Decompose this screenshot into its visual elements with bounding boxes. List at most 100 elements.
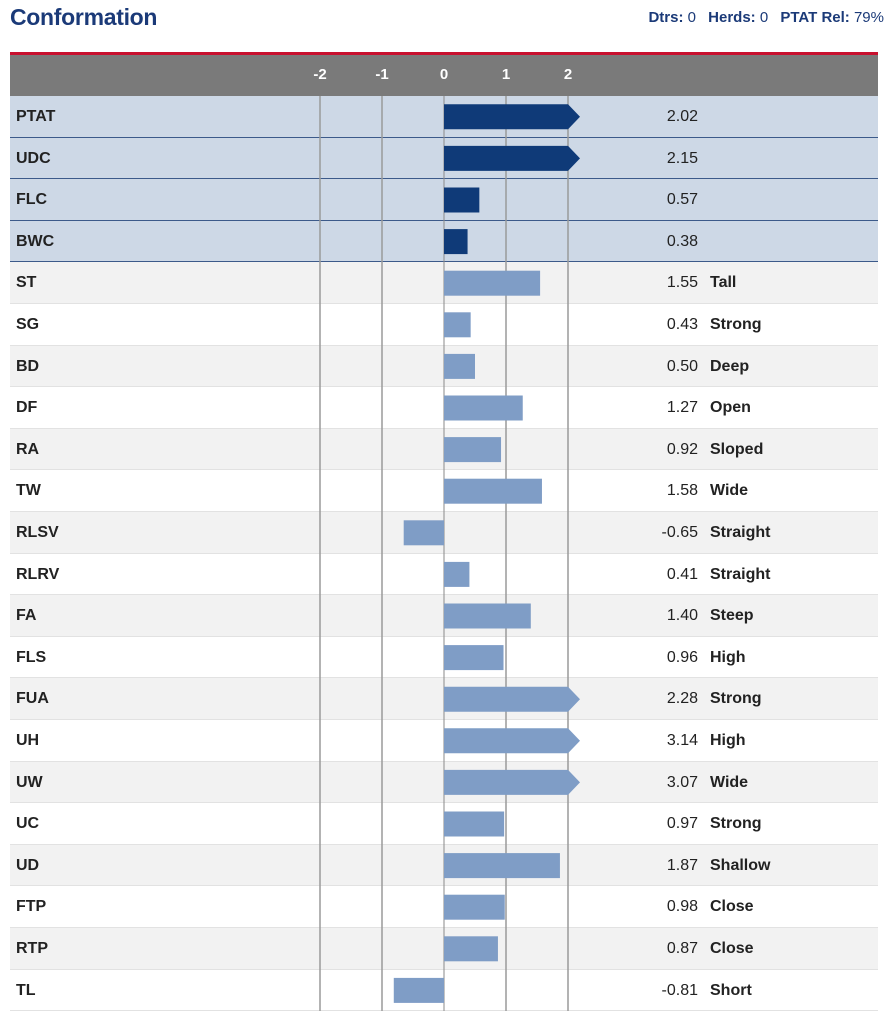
trait-descriptor: Close <box>710 940 754 957</box>
trait-value-label: 1.40 <box>666 607 698 625</box>
trait-value-label: 0.96 <box>666 648 698 666</box>
page-title: Conformation <box>10 4 158 30</box>
trait-row-df: DF 1.27 Open <box>10 387 878 429</box>
trait-descriptor: Steep <box>710 607 754 625</box>
trait-descriptor: Wide <box>710 482 749 500</box>
trait-value-label: 1.27 <box>666 399 698 417</box>
trait-label: UW <box>16 773 43 791</box>
trait-value-label: 1.55 <box>666 274 698 292</box>
ptat-rel-value: 79% <box>853 9 884 26</box>
trait-row-ftp: FTP 0.98 Close <box>10 886 878 928</box>
trait-label: FTP <box>16 898 47 916</box>
trait-label: UH <box>16 732 40 749</box>
dtrs-value: 0 <box>687 9 696 26</box>
trait-row-st: ST 1.55 Tall <box>10 262 878 304</box>
trait-label: RLSV <box>16 524 59 541</box>
trait-row-flc: FLC 0.57 <box>10 179 878 221</box>
trait-label: SG <box>16 316 40 333</box>
trait-label: PTAT <box>16 108 56 125</box>
accent-divider <box>10 52 878 55</box>
trait-label: TW <box>16 482 41 500</box>
trait-row-tw: TW 1.58 Wide <box>10 470 878 512</box>
trait-row-rtp: RTP 0.87 Close <box>10 928 878 970</box>
stats-summary: Dtrs: 0 Herds: 0 PTAT Rel: 79% <box>648 9 884 26</box>
trait-descriptor: Sloped <box>710 440 764 458</box>
trait-descriptor: Wide <box>710 773 749 791</box>
trait-row-ptat: PTAT 2.02 <box>10 96 878 138</box>
trait-value-label: 0.92 <box>666 440 698 458</box>
trait-descriptor: Shallow <box>710 856 771 874</box>
trait-row-ud: UD 1.87 Shallow <box>10 844 878 887</box>
trait-row-sg: SG 0.43 Strong <box>10 304 878 346</box>
trait-label: TL <box>16 981 36 999</box>
trait-descriptor: Strong <box>710 815 762 833</box>
trait-row-uh: UH 3.14 High <box>10 720 878 762</box>
trait-descriptor: High <box>710 732 746 749</box>
axis-tick-label: 1 <box>501 66 511 83</box>
trait-value-label: 0.97 <box>666 815 698 833</box>
trait-row-fua: FUA 2.28 Strong <box>10 678 878 720</box>
trait-value-label: 2.15 <box>666 149 698 167</box>
trait-label: FLC <box>16 191 48 209</box>
trait-value-label: 0.50 <box>666 357 698 375</box>
trait-row-rlrv: RLRV 0.41 Straight <box>10 553 878 596</box>
trait-label: BWC <box>16 232 55 250</box>
trait-label: UDC <box>16 149 51 167</box>
trait-label: FA <box>16 607 37 625</box>
trait-descriptor: Open <box>710 399 751 417</box>
trait-value-label: 2.02 <box>666 108 698 125</box>
trait-value-label: 0.38 <box>666 232 698 250</box>
ptat-rel-label: PTAT Rel: <box>780 9 850 26</box>
trait-row-bd: BD 0.50 Deep <box>10 345 878 388</box>
trait-value-label: -0.65 <box>661 524 698 541</box>
trait-descriptor: Straight <box>710 524 771 541</box>
trait-row-bwc: BWC 0.38 <box>10 220 878 263</box>
trait-descriptor: Tall <box>710 274 737 292</box>
trait-descriptor: High <box>710 648 746 666</box>
axis-tick-label: 0 <box>439 66 449 83</box>
trait-label: RA <box>16 440 40 458</box>
trait-label: ST <box>16 274 37 292</box>
axis-tick-label: 2 <box>563 66 573 83</box>
trait-label: DF <box>16 399 38 417</box>
axis-tick-label: -1 <box>375 66 389 83</box>
axis-tick-label: -2 <box>313 66 327 83</box>
trait-descriptor: Strong <box>710 690 762 708</box>
trait-descriptor: Strong <box>710 316 762 333</box>
trait-value-label: 0.41 <box>666 565 698 583</box>
trait-descriptor: Straight <box>710 565 771 583</box>
header: Conformation Dtrs: 0 Herds: 0 PTAT Rel: … <box>0 0 888 52</box>
axis-header: -2 -1 0 1 2 <box>10 55 878 96</box>
trait-label: UD <box>16 856 40 874</box>
dtrs-label: Dtrs: <box>648 9 684 26</box>
trait-value-label: 3.07 <box>666 773 698 791</box>
trait-row-tl: TL -0.81 Short <box>10 969 878 1012</box>
trait-value-label: 0.87 <box>666 940 698 957</box>
trait-row-udc: UDC 2.15 <box>10 137 878 180</box>
trait-label: RTP <box>16 940 48 957</box>
trait-row-uw: UW 3.07 Wide <box>10 761 878 804</box>
trait-value-label: 0.43 <box>666 316 698 333</box>
trait-label: FUA <box>16 690 49 708</box>
trait-value-label: 3.14 <box>666 732 698 749</box>
trait-value-label: 1.87 <box>666 856 698 874</box>
herds-label: Herds: <box>708 9 756 26</box>
trait-row-ra: RA 0.92 Sloped <box>10 428 878 471</box>
trait-label: FLS <box>16 648 47 666</box>
trait-row-rlsv: RLSV -0.65 Straight <box>10 512 878 554</box>
trait-descriptor: Deep <box>710 357 750 375</box>
trait-descriptor: Close <box>710 898 754 916</box>
trait-descriptor: Short <box>710 981 752 999</box>
trait-value-label: 0.57 <box>666 191 698 209</box>
trait-row-fls: FLS 0.96 High <box>10 636 878 679</box>
trait-value-label: 1.58 <box>666 482 698 500</box>
trait-label: RLRV <box>16 565 60 583</box>
trait-value-label: 0.98 <box>666 898 698 916</box>
trait-label: BD <box>16 357 40 375</box>
herds-value: 0 <box>759 9 769 26</box>
trait-row-uc: UC 0.97 Strong <box>10 803 878 845</box>
trait-row-fa: FA 1.40 Steep <box>10 595 878 637</box>
trait-value-label: -0.81 <box>661 981 698 999</box>
trait-value-label: 2.28 <box>666 690 698 708</box>
trait-label: UC <box>16 815 40 833</box>
